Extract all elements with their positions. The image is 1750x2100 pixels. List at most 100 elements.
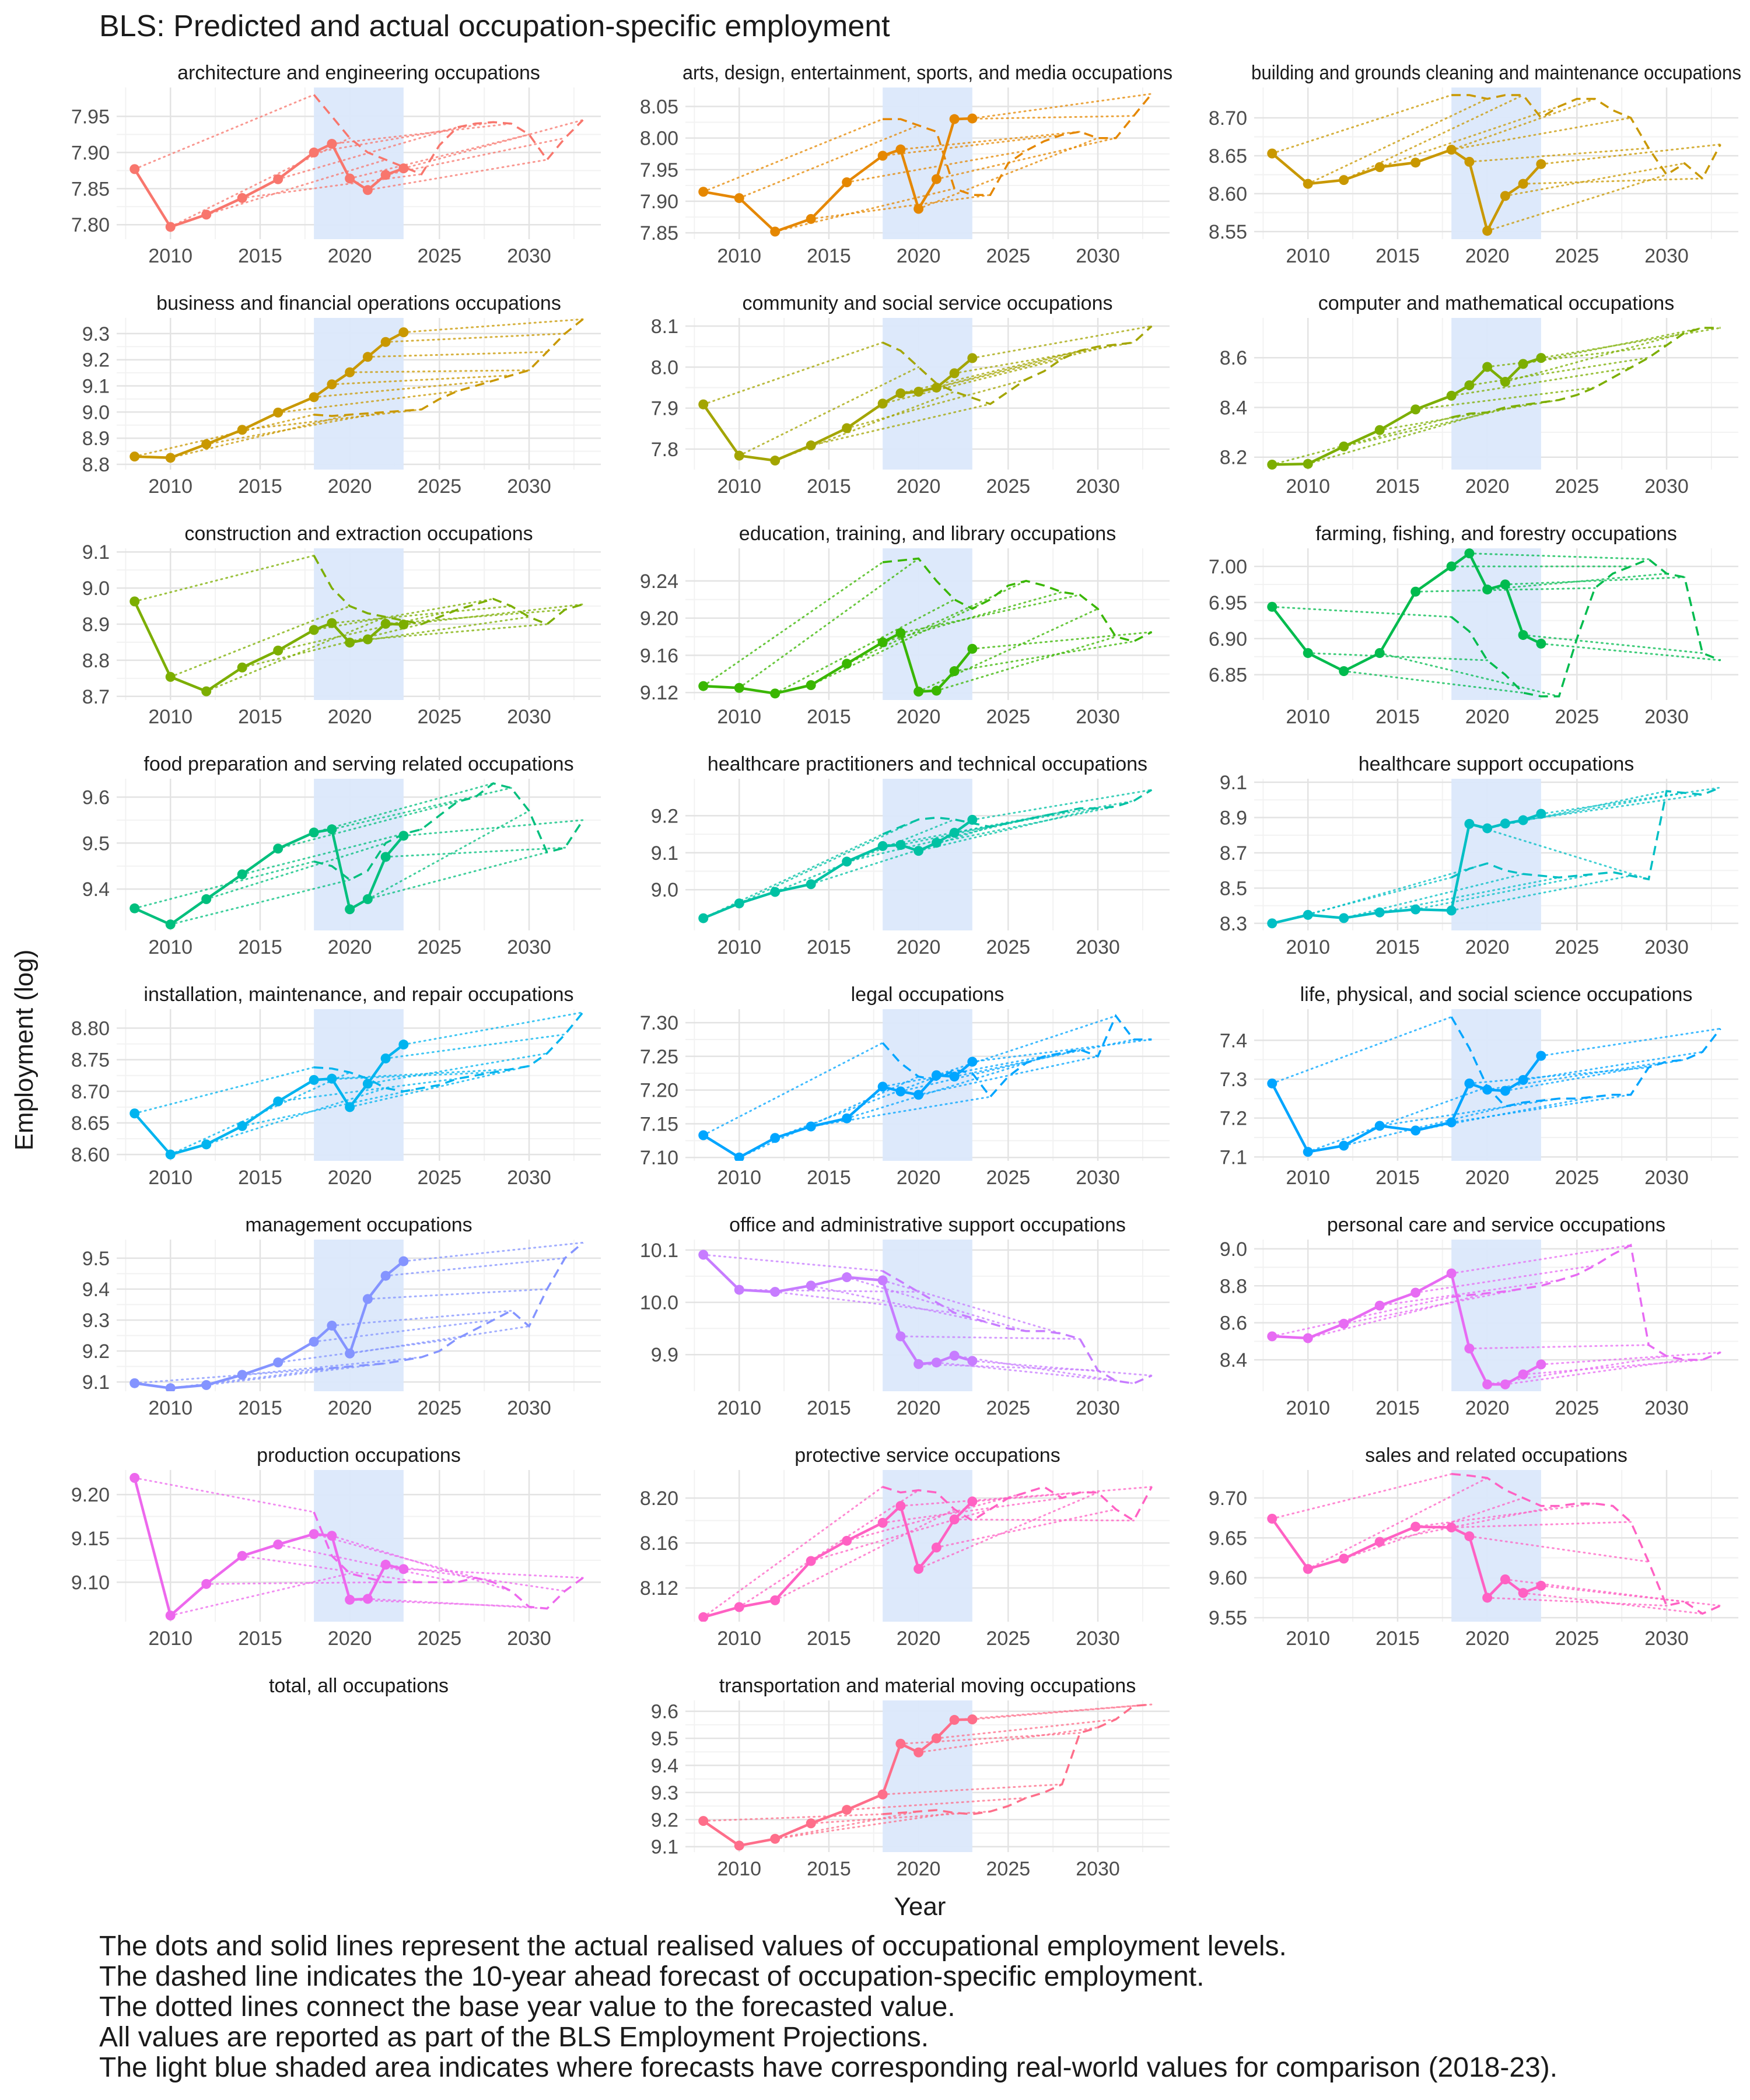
base-to-forecast-dotted-line (205, 1087, 387, 1146)
actual-data-point (345, 173, 355, 184)
actual-data-point (1267, 1513, 1278, 1524)
x-tick-label: 2025 (418, 1628, 462, 1650)
y-tick-label: 8.05 (640, 96, 678, 118)
actual-data-point (842, 177, 852, 187)
base-to-forecast-dotted-line (1540, 1351, 1721, 1366)
y-tick-label: 7.85 (640, 222, 678, 244)
actual-data-point (1410, 404, 1421, 415)
y-tick-label: 8.7 (82, 686, 110, 708)
base-to-forecast-dotted-line (1307, 98, 1489, 185)
panel-strip-label: construction and extraction occupations (184, 523, 533, 545)
y-tick-label: 8.8 (82, 454, 110, 476)
base-to-forecast-dotted-line (1378, 106, 1560, 168)
base-to-forecast-dotted-line (953, 640, 1135, 673)
y-tick-label: 8.75 (71, 1049, 110, 1072)
y-tick-label: 8.12 (640, 1577, 678, 1600)
y-tick-label: 8.4 (1220, 397, 1247, 419)
actual-data-point (165, 1383, 176, 1391)
comparison-window-shade (883, 88, 972, 239)
actual-data-point (165, 453, 176, 463)
panel-plot-area (117, 1470, 601, 1622)
x-tick-label: 2025 (418, 245, 462, 267)
base-to-forecast-dotted-line (1522, 1592, 1704, 1615)
base-to-forecast-dotted-line (918, 807, 1099, 852)
actual-data-point (327, 1073, 337, 1084)
base-to-forecast-dotted-line (810, 403, 992, 447)
actual-data-point (806, 1121, 816, 1132)
panel-6: computer and mathematical occupations 8.2… (1220, 292, 1738, 498)
actual-data-point (273, 407, 284, 418)
base-to-forecast-dotted-line (384, 608, 566, 625)
caption-line-5: The light blue shaded area indicates whe… (99, 2052, 1558, 2083)
actual-data-point (1518, 1074, 1528, 1085)
y-tick-label: 8.4 (1220, 1349, 1247, 1371)
actual-data-point (1303, 1147, 1313, 1157)
actual-data-point (1267, 1331, 1278, 1342)
x-tick-label: 2030 (1076, 245, 1120, 267)
y-tick-label: 7.10 (640, 1147, 678, 1169)
actual-data-point (895, 1086, 906, 1097)
base-to-forecast-dotted-line (1468, 1535, 1650, 1563)
actual-data-point (1303, 909, 1313, 920)
actual-data-point (130, 164, 140, 174)
y-tick-label: 8.65 (1209, 145, 1247, 167)
x-tick-label: 2030 (507, 1167, 551, 1189)
base-to-forecast-dotted-line (1504, 162, 1686, 197)
base-to-forecast-dotted-line (953, 1704, 1135, 1721)
actual-data-point (949, 828, 960, 838)
actual-data-point (698, 913, 709, 923)
comparison-window-shade (1451, 318, 1541, 470)
base-to-forecast-dotted-line (313, 1071, 495, 1081)
y-tick-label: 9.20 (71, 1484, 110, 1506)
x-tick-label: 2020 (1465, 706, 1510, 728)
x-tick-label: 2030 (507, 1628, 551, 1650)
actual-data-point (1482, 823, 1493, 834)
panel-plot-area (685, 318, 1170, 470)
base-to-forecast-dotted-line (402, 1568, 584, 1579)
x-tick-label: 2010 (717, 475, 761, 498)
actual-data-point (1482, 226, 1493, 236)
base-to-forecast-dotted-line (1307, 411, 1489, 465)
base-to-forecast-dotted-line (313, 380, 495, 398)
x-tick-label: 2030 (1644, 1628, 1689, 1650)
base-to-forecast-dotted-line (1450, 874, 1632, 912)
panel-19: production occupations 9.10 9.15 9.20 2010 20… (71, 1444, 601, 1650)
chart-title: BLS: Predicted and actual occupation-spe… (99, 9, 890, 43)
x-tick-label: 2025 (1555, 1628, 1600, 1650)
x-tick-label: 2010 (1286, 936, 1330, 958)
x-tick-label: 2020 (328, 245, 372, 267)
y-tick-label: 9.1 (82, 541, 110, 564)
base-to-forecast-dotted-line (134, 1066, 315, 1115)
comparison-window-shade (314, 1470, 404, 1622)
y-tick-label: 9.1 (651, 842, 678, 864)
actual-data-point (201, 686, 212, 696)
base-to-forecast-dotted-line (953, 115, 1135, 120)
actual-data-point (1303, 1333, 1313, 1343)
base-to-forecast-dotted-line (953, 800, 1135, 834)
actual-data-point (309, 625, 319, 635)
base-to-forecast-dotted-line (331, 1068, 512, 1080)
base-to-forecast-dotted-line (881, 1783, 1063, 1796)
base-to-forecast-dotted-line (205, 1581, 387, 1585)
comparison-window-shade (1451, 548, 1541, 700)
base-to-forecast-dotted-line (846, 1492, 1027, 1542)
actual-data-point (273, 174, 284, 184)
comparison-window-shade (883, 779, 972, 930)
base-to-forecast-dotted-line (1522, 793, 1704, 821)
base-to-forecast-dotted-line (774, 1291, 956, 1314)
panel-2: arts, design, entertainment, sports, and… (640, 62, 1172, 267)
actual-data-point (734, 193, 744, 204)
x-tick-label: 2010 (148, 1397, 192, 1419)
actual-data-point (698, 1130, 709, 1140)
x-tick-label: 2030 (507, 475, 551, 498)
base-to-forecast-dotted-line (971, 1703, 1153, 1720)
y-tick-label: 9.55 (1209, 1607, 1247, 1629)
base-to-forecast-dotted-line (331, 123, 512, 145)
base-to-forecast-dotted-line (774, 818, 956, 893)
actual-data-point (931, 838, 942, 848)
base-to-forecast-dotted-line (810, 825, 992, 886)
panel-strip-label: installation, maintenance, and repair oc… (144, 984, 573, 1006)
actual-data-point (949, 1350, 960, 1361)
actual-data-point (734, 898, 744, 909)
panel-17: office and administrative support occupa… (640, 1214, 1170, 1419)
